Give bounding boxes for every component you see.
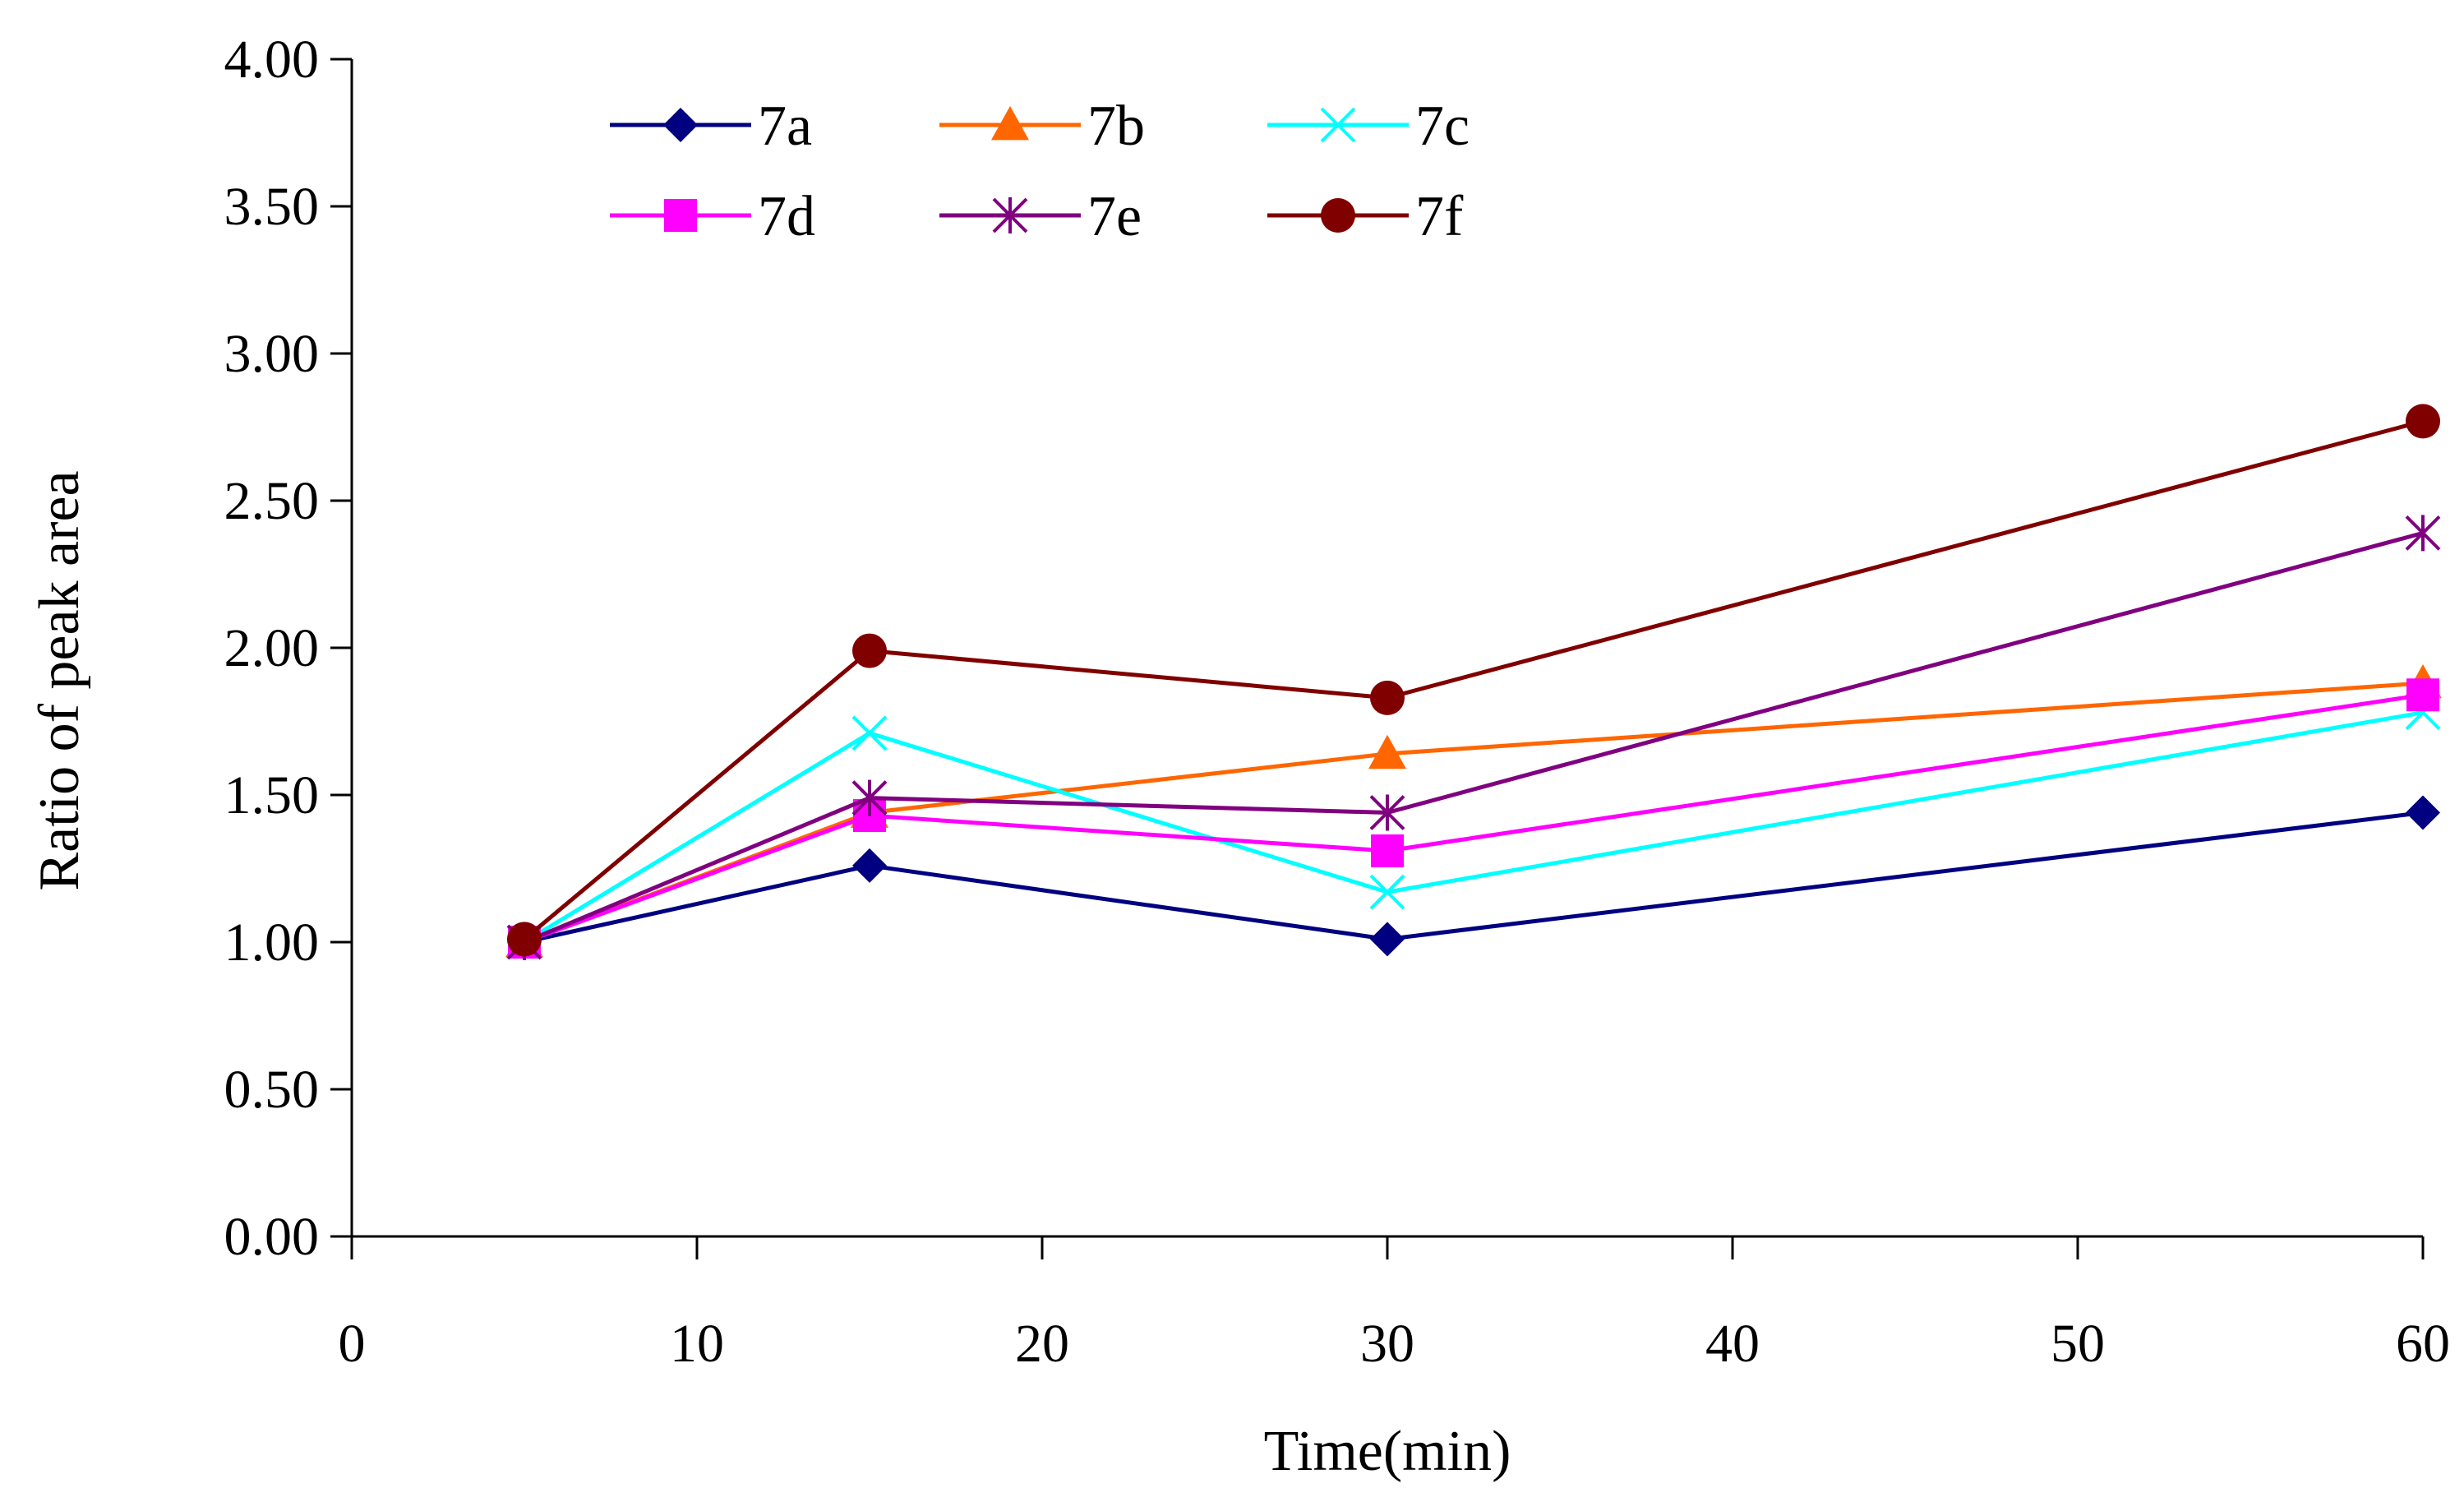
x-tick-label: 10 <box>670 1314 724 1374</box>
y-tick-label: 2.00 <box>224 618 320 678</box>
data-point-7f <box>1370 680 1405 715</box>
y-tick-label: 0.50 <box>224 1060 320 1120</box>
y-tick-label: 4.00 <box>224 30 320 90</box>
series-line-7e <box>524 530 2424 945</box>
data-point-7a <box>852 848 887 883</box>
legend-entry-7f: 7f <box>1267 185 1464 248</box>
series-line-7d <box>524 692 2424 945</box>
series-line-7f <box>523 418 2424 941</box>
series <box>505 404 2442 960</box>
x-axis-title: Time(min) <box>1264 1420 1511 1483</box>
y-tick-label: 1.00 <box>224 913 320 973</box>
data-point-7d <box>1371 834 1404 868</box>
axes <box>350 59 2423 1238</box>
x-tick-label: 0 <box>339 1314 366 1374</box>
data-point-7c <box>1369 874 1405 910</box>
data-point-7e <box>1369 794 1405 831</box>
legend-entry-7d: 7d <box>610 185 815 248</box>
legend-label: 7f <box>1415 185 1464 248</box>
legend-marker <box>991 106 1029 141</box>
legend-marker <box>664 199 697 232</box>
legend-marker <box>1321 198 1355 233</box>
legend-marker <box>992 197 1028 233</box>
x-tick-label: 30 <box>1360 1314 1414 1374</box>
legend-marker <box>1320 107 1356 143</box>
legend-label: 7a <box>758 95 812 158</box>
y-tick-label: 0.00 <box>224 1207 320 1267</box>
y-tick-label: 3.50 <box>224 177 320 237</box>
legend-entry-7c: 7c <box>1267 95 1470 158</box>
series-7e <box>506 515 2441 960</box>
series-line-7c <box>523 710 2424 945</box>
legend-label: 7b <box>1087 95 1145 158</box>
legend-entry-7a: 7a <box>610 95 812 158</box>
data-point-7f <box>507 922 542 957</box>
y-tick-label: 3.00 <box>224 324 320 384</box>
data-point-7f <box>2406 404 2440 439</box>
series-line-7b <box>524 681 2424 945</box>
tick-labels: 0.00 0.50 1.00 1.50 2.00 2.50 3.00 3.50 4.00 0 10 2… <box>224 30 2451 1374</box>
series-7d <box>508 678 2439 959</box>
series-7b <box>505 663 2442 958</box>
y-tick-label: 1.50 <box>224 765 320 825</box>
data-point-7e <box>2405 515 2441 552</box>
x-tick-label: 50 <box>2051 1314 2105 1374</box>
series-7f <box>507 404 2440 957</box>
legend-label: 7c <box>1415 95 1470 158</box>
x-tick-label: 20 <box>1015 1314 1069 1374</box>
y-axis-title: Ratio of peak area <box>28 470 91 890</box>
data-point-7a <box>2406 795 2440 830</box>
legend-entry-7e: 7e <box>939 185 1142 248</box>
legend-label: 7e <box>1087 185 1142 248</box>
y-tick-label: 2.50 <box>224 471 320 531</box>
data-point-7f <box>852 633 887 668</box>
data-point-7d <box>2406 678 2439 712</box>
data-point-7e <box>851 779 888 816</box>
series-line-7a <box>524 810 2424 945</box>
tick-marks <box>330 58 2425 1259</box>
legend: 7a 7b 7c 7d 7e 7f <box>610 95 1470 248</box>
legend-entry-7b: 7b <box>939 95 1145 158</box>
data-point-7b <box>1368 734 1406 769</box>
legend-marker <box>663 108 698 142</box>
data-point-7c <box>851 715 888 751</box>
x-tick-label: 60 <box>2396 1314 2450 1374</box>
x-tick-label: 40 <box>1705 1314 1760 1374</box>
data-point-7a <box>1370 922 1405 957</box>
legend-label: 7d <box>758 185 815 248</box>
